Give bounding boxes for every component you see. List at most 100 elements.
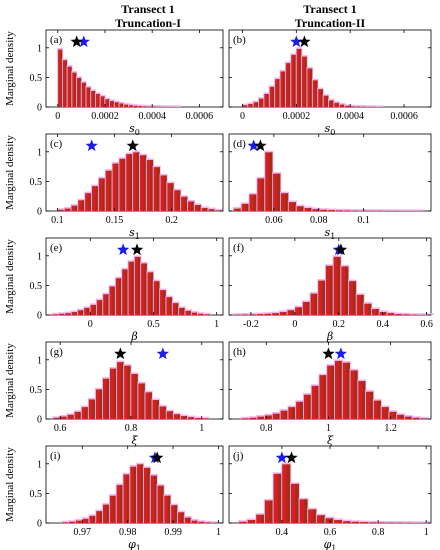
histogram-bar: [100, 96, 105, 107]
bar-shade: [323, 375, 327, 419]
panel-i: 0.97 0.98 0.99 1 0 0.5 1 (i) φ1 Marginal density: [4, 445, 224, 550]
bar-shade: [408, 416, 413, 419]
bar-shade: [310, 68, 313, 107]
bar-shade: [291, 310, 295, 315]
histogram-bar: [62, 60, 67, 107]
bar-halo: [132, 104, 139, 107]
panel-label: (g): [50, 346, 63, 358]
x-axis-label: s1: [325, 226, 336, 241]
bar-shade: [140, 464, 144, 523]
histogram-bar: [253, 102, 259, 107]
bar-shade: [338, 360, 343, 419]
bar-halo: [52, 416, 61, 419]
bar-shade: [250, 104, 253, 107]
bar-shade: [332, 210, 336, 211]
histogram-bar: [295, 307, 303, 315]
histogram-bar: [257, 416, 265, 419]
histogram-bar: [333, 256, 341, 315]
bar-halo: [204, 520, 213, 523]
bar-shade: [269, 415, 273, 419]
bar-shade: [320, 89, 323, 107]
bar-shade: [261, 178, 265, 211]
histogram-bar: [233, 208, 242, 211]
bar-shade: [55, 314, 59, 315]
y-tick-label: 1: [37, 43, 42, 54]
x-tick-label: 0.0004: [138, 111, 166, 122]
x-tick-label: 0.0002: [91, 111, 119, 122]
bar-halo: [419, 416, 429, 419]
x-tick-label: 1.2: [384, 423, 397, 434]
histogram-bar: [133, 152, 140, 211]
histogram-bar: [68, 521, 76, 523]
histogram-bar: [90, 304, 97, 315]
histogram-bar: [275, 79, 280, 107]
histogram-bar: [334, 360, 343, 419]
histogram-bar: [242, 105, 248, 107]
panel-label: (a): [50, 34, 63, 46]
histogram-bar: [122, 269, 128, 315]
bar-halo: [349, 104, 357, 107]
bar-halo: [327, 208, 337, 211]
col-title-left-line1: Transect 1: [121, 2, 174, 16]
histogram-bar: [273, 173, 281, 211]
bar-shade: [181, 512, 185, 523]
histogram-bar: [114, 102, 119, 107]
bar-halo: [201, 416, 210, 419]
histogram-bar: [75, 520, 83, 523]
bar-halo: [371, 105, 378, 107]
bar-shade: [167, 495, 171, 523]
histogram-bar: [215, 210, 222, 211]
histogram-bar: [143, 467, 151, 523]
bar-halo: [156, 105, 163, 107]
bar-shade: [62, 313, 65, 315]
bar-shade: [253, 194, 257, 211]
bar-halo: [409, 313, 419, 315]
bar-shade: [304, 56, 307, 107]
bar-shade: [315, 80, 318, 107]
histogram-bar: [110, 368, 117, 419]
bar-shade: [284, 193, 289, 211]
bar-shade: [79, 520, 83, 523]
histogram-bar: [241, 203, 249, 211]
bar-shade: [260, 514, 265, 523]
histogram-bar: [373, 400, 381, 419]
bar-shade: [145, 106, 148, 107]
histogram-bar: [249, 314, 257, 315]
x-axis-label: s1: [129, 226, 140, 241]
bar-halo: [51, 312, 60, 315]
col-title-left-line2: Truncation-I: [115, 16, 181, 30]
bar-shade: [201, 521, 205, 523]
histogram-bar: [269, 86, 275, 107]
histogram-bar: [137, 464, 144, 523]
histogram-bar: [312, 209, 320, 211]
histogram-bar: [86, 87, 91, 107]
bar-halo: [350, 209, 360, 211]
histogram-bar: [208, 209, 215, 211]
histogram-bar: [358, 381, 366, 419]
histogram-bar: [160, 175, 167, 211]
bar-halo: [419, 521, 430, 523]
black-star-marker: [285, 451, 298, 464]
bar-shade: [329, 265, 333, 315]
histogram-bar: [387, 313, 395, 315]
histogram-bar: [204, 314, 211, 315]
histogram-bar: [84, 307, 90, 315]
histogram-bar: [350, 106, 356, 107]
bar-shade: [286, 464, 291, 523]
bar-shade: [300, 206, 304, 211]
histogram-bar: [364, 303, 372, 315]
histogram-bar: [53, 417, 60, 419]
bar-halo: [151, 105, 158, 107]
x-tick-label: 1: [214, 319, 219, 330]
bar-shade: [119, 278, 122, 315]
histogram-bar: [280, 193, 289, 211]
histogram-bar: [166, 297, 173, 315]
bar-shade: [315, 385, 319, 419]
histogram-bar: [103, 294, 109, 315]
panel-label: (f): [233, 242, 244, 254]
histogram-bar: [124, 104, 129, 107]
bar-shade: [149, 392, 152, 419]
black-star-marker: [254, 139, 267, 152]
histogram-bar: [395, 314, 403, 315]
bar-shade: [393, 411, 397, 419]
